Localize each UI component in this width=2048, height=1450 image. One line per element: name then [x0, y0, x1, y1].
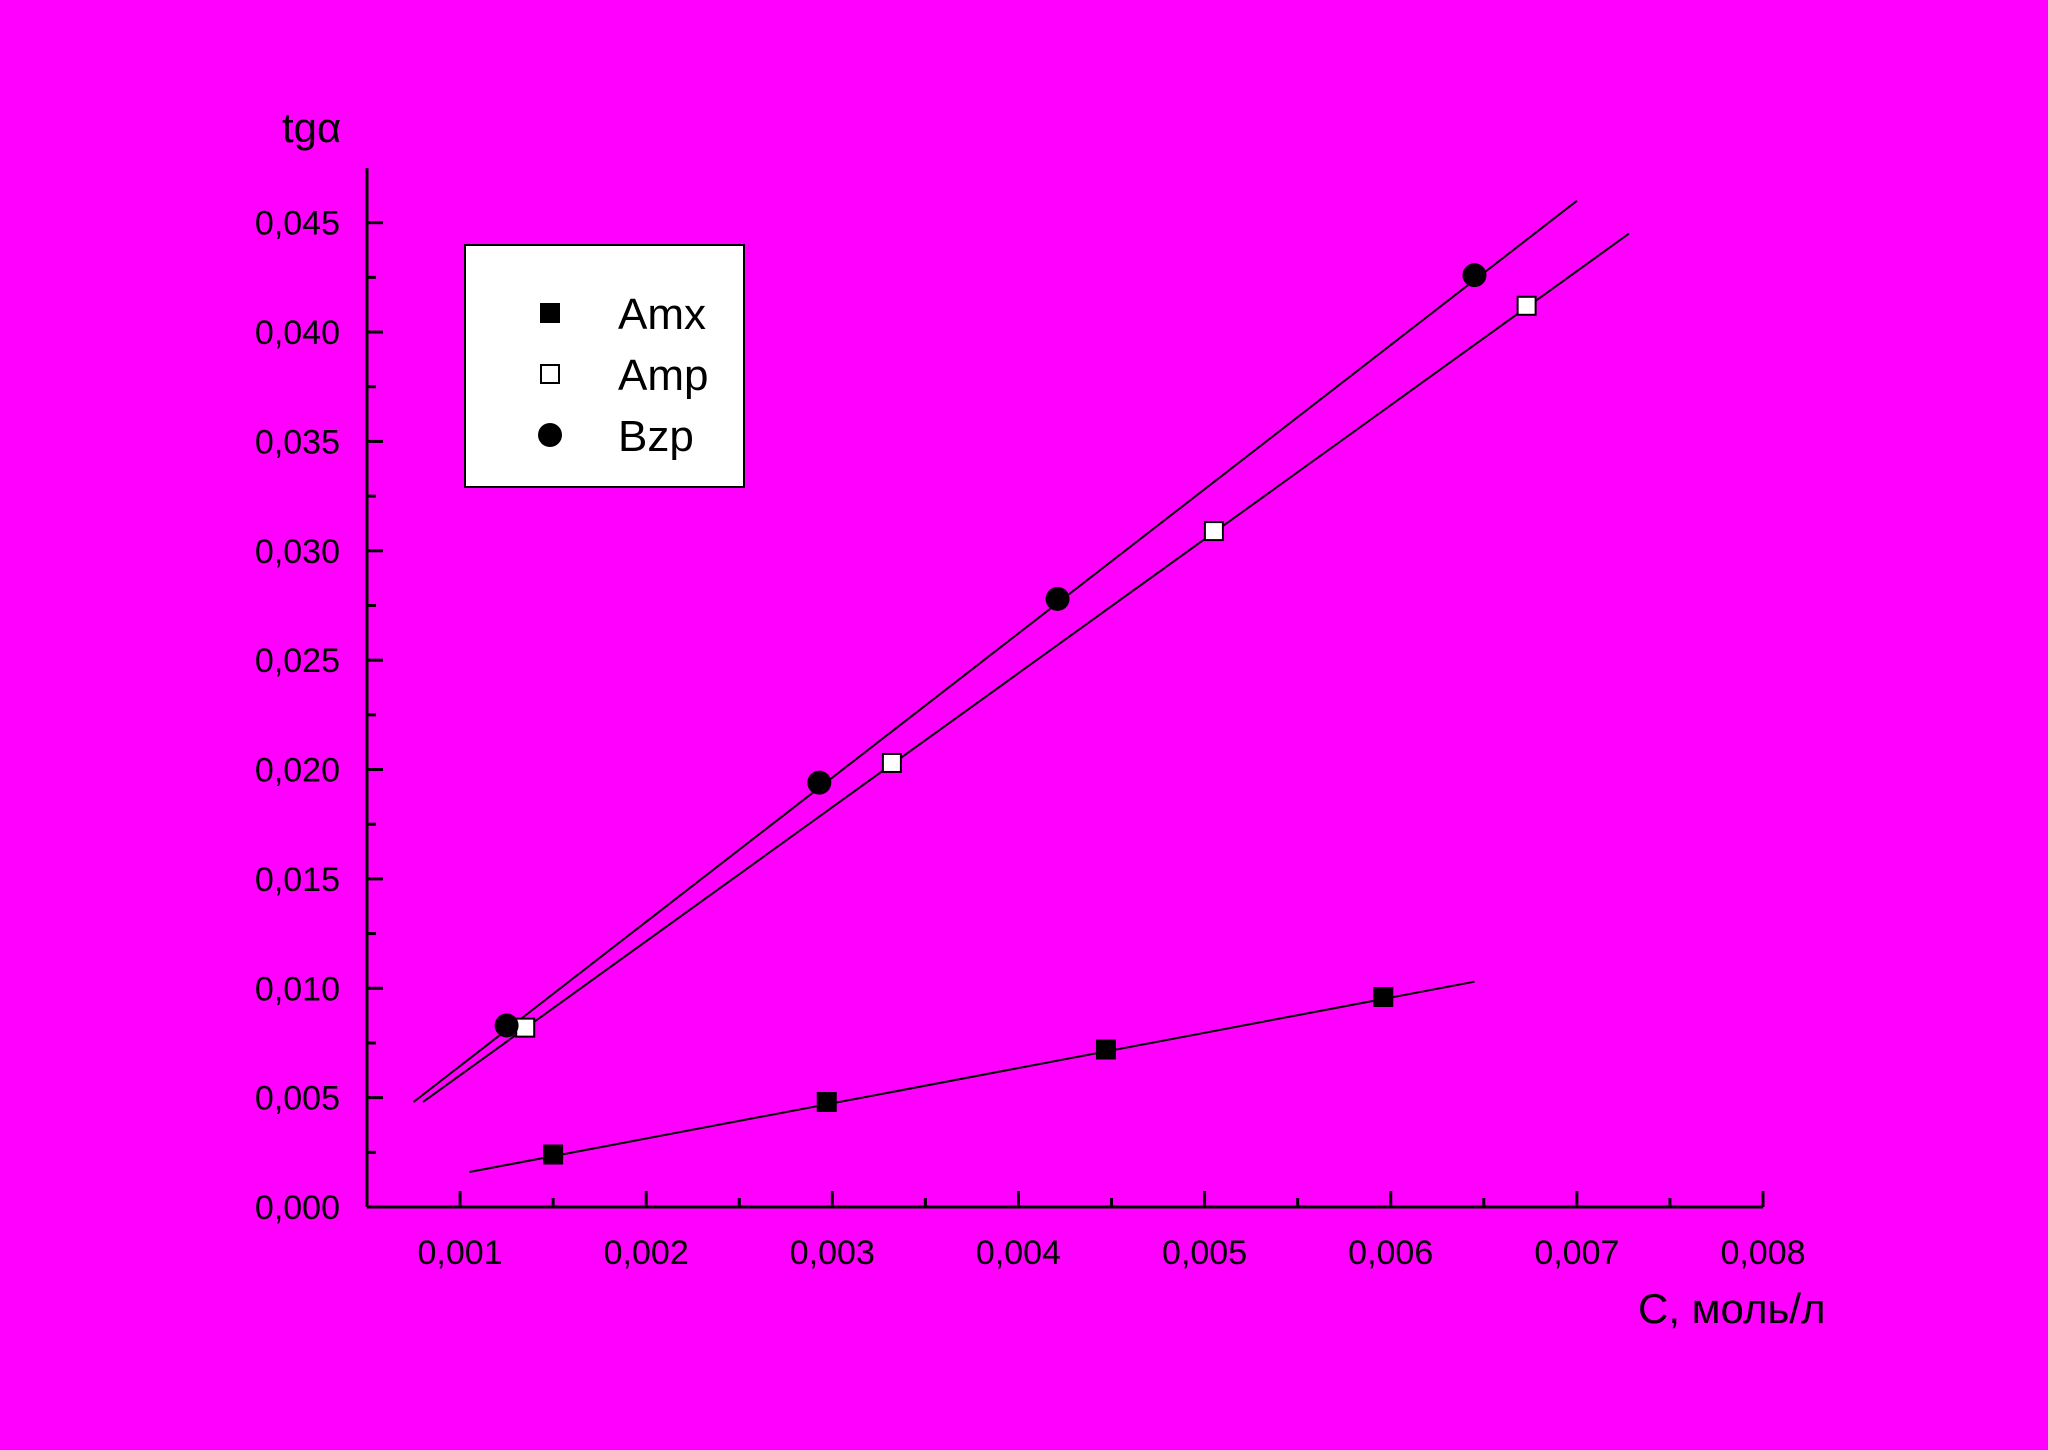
data-point-amx — [543, 1144, 564, 1165]
legend-marker-amx — [540, 303, 560, 323]
data-point-amx — [816, 1092, 837, 1113]
data-point-bzp — [807, 770, 832, 795]
data-point-amx — [1095, 1039, 1116, 1060]
data-point-amp — [1516, 295, 1537, 316]
legend-box — [464, 244, 745, 488]
x-tick-label: 0,002 — [604, 1234, 689, 1272]
y-tick-label: 0,045 — [255, 205, 340, 243]
x-tick-label: 0,005 — [1162, 1234, 1247, 1272]
legend-marker-amp — [540, 364, 560, 384]
x-axis-title: C, моль/л — [1638, 1285, 1826, 1332]
data-point-amx — [1373, 987, 1394, 1008]
fit-line-amp — [422, 232, 1630, 1103]
x-tick-label: 0,001 — [418, 1234, 503, 1272]
data-point-bzp — [1462, 263, 1487, 288]
fit-line-bzp — [412, 200, 1578, 1103]
axes: 0,000 0,005 0,010 0,015 0,020 0,025 0,030 0,035… — [255, 168, 1806, 1272]
data-point-amp — [881, 752, 902, 773]
y-axis-title: tgα — [282, 104, 341, 151]
x-tick-label: 0,008 — [1720, 1234, 1805, 1272]
y-tick-label: 0,010 — [255, 970, 340, 1008]
y-tick-label: 0,020 — [255, 752, 340, 790]
x-tick-label: 0,007 — [1534, 1234, 1619, 1272]
y-tick-label: 0,025 — [255, 642, 340, 680]
data-point-bzp — [494, 1013, 519, 1038]
fit-line-amx — [469, 980, 1475, 1173]
data-point-amp — [1203, 521, 1224, 542]
legend-label-amx: Amx — [618, 290, 706, 339]
fit-lines — [412, 200, 1630, 1173]
legend-marker-bzp — [538, 423, 562, 447]
legend: Amx Amp Bzp — [464, 244, 745, 488]
legend-label-amp: Amp — [618, 351, 708, 400]
y-tick-label: 0,040 — [255, 314, 340, 352]
data-point-amp — [515, 1017, 536, 1038]
data-markers — [494, 263, 1537, 1165]
y-tick-label: 0,035 — [255, 423, 340, 461]
x-tick-label: 0,006 — [1348, 1234, 1433, 1272]
y-tick-label: 0,005 — [255, 1080, 340, 1118]
x-tick-label: 0,004 — [976, 1234, 1061, 1272]
y-tick-label: 0,000 — [255, 1189, 340, 1227]
y-tick-label: 0,015 — [255, 861, 340, 899]
data-point-bzp — [1045, 586, 1070, 611]
y-tick-label: 0,030 — [255, 533, 340, 571]
x-tick-label: 0,003 — [790, 1234, 875, 1272]
legend-label-bzp: Bzp — [618, 412, 694, 461]
